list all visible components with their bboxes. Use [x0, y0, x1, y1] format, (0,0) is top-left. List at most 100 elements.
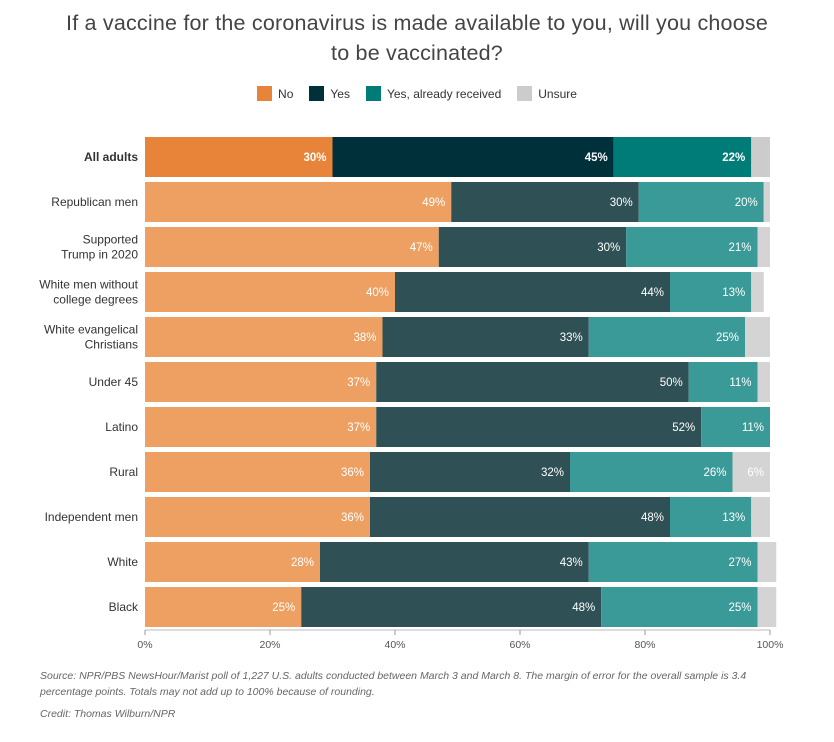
bar-rural-unsure [732, 452, 770, 492]
bar-label-independent-men-yes-already-received: 13% [722, 512, 745, 524]
bar-label-all-adults-yes: 45% [585, 152, 608, 164]
chart-title: If a vaccine for the coronavirus is made… [0, 8, 834, 68]
bar-label-supported-trump-in-2020-no: 47% [410, 242, 433, 254]
bar-white-yes [320, 542, 589, 582]
category-label-republican-men: Republican men [51, 195, 138, 209]
bar-supported-trump-in-2020-yes [438, 227, 627, 267]
bar-label-republican-men-yes: 30% [610, 197, 633, 209]
legend-item-no: No [257, 86, 293, 101]
legend-label-yes: Yes [330, 86, 350, 101]
category-label-latino: Latino [105, 420, 138, 434]
bar-label-republican-men-no: 49% [422, 197, 445, 209]
legend-label-already-received: Yes, already received [386, 86, 502, 101]
bar-label-rural-yes: 32% [541, 467, 564, 479]
bar-rural-yes-already-received [570, 452, 733, 492]
bar-latino-no [145, 407, 377, 447]
bar-label-all-adults-no: 30% [303, 152, 326, 164]
bar-all-adults-unsure [751, 137, 770, 177]
bar-label-white-yes: 43% [560, 557, 583, 569]
legend-label-no: No [278, 86, 294, 101]
bar-white-evangelical-christians-no [145, 317, 383, 357]
bar-rural-yes [370, 452, 570, 492]
x-tick-label-80: 80% [634, 639, 655, 650]
bar-black-yes [301, 587, 602, 627]
bar-label-white-men-without-college-degrees-no: 40% [366, 287, 389, 299]
x-tick-label-0: 0% [137, 639, 152, 650]
bar-label-white-men-without-college-degrees-yes: 44% [641, 287, 664, 299]
source-note: Source: NPR/PBS NewsHour/Marist poll of … [40, 670, 747, 698]
bar-label-rural-yes-already-received: 26% [703, 467, 726, 479]
x-tick-label-40: 40% [384, 639, 405, 650]
category-label-all-adults: All adults [84, 150, 138, 164]
bar-label-white-men-without-college-degrees-yes-already-received: 13% [722, 287, 745, 299]
bar-latino-yes-already-received [701, 407, 770, 447]
category-label-rural: Rural [109, 465, 138, 479]
bar-white-men-without-college-degrees-yes [395, 272, 670, 312]
chart-title-line1: If a vaccine for the coronavirus is made… [66, 11, 768, 35]
bar-label-white-yes-already-received: 27% [728, 557, 751, 569]
bar-white-no [145, 542, 320, 582]
bar-rural-no [145, 452, 370, 492]
bar-under-45-unsure [757, 362, 770, 402]
bar-white-men-without-college-degrees-unsure [751, 272, 764, 312]
category-label-under-45: Under 45 [89, 375, 139, 389]
bar-label-supported-trump-in-2020-yes: 30% [597, 242, 620, 254]
legend-item-unsure: Unsure [517, 86, 577, 101]
bar-under-45-yes [376, 362, 689, 402]
bar-white-unsure [757, 542, 777, 582]
bar-label-latino-yes-already-received: 11% [742, 422, 764, 434]
legend-swatch-already-received [365, 86, 381, 101]
category-label-supported-trump-in-2020: Supported Trump in 2020 [61, 233, 138, 262]
bar-label-white-no: 28% [291, 557, 314, 569]
legend-swatch-yes [309, 86, 325, 101]
bar-label-under-45-no: 37% [347, 377, 370, 389]
bar-white-evangelical-christians-unsure [745, 317, 770, 357]
bar-white-evangelical-christians-yes [382, 317, 589, 357]
bar-label-under-45-yes-already-received: 11% [729, 377, 751, 389]
bar-republican-men-unsure [763, 182, 770, 222]
bar-white-men-without-college-degrees-yes-already-received [670, 272, 752, 312]
bar-under-45-no [145, 362, 377, 402]
category-label-white: White [107, 555, 138, 569]
x-tick-label-20: 20% [259, 639, 280, 650]
bar-republican-men-yes-already-received [638, 182, 764, 222]
bar-under-45-yes-already-received [688, 362, 758, 402]
bar-label-under-45-yes: 50% [660, 377, 683, 389]
category-label-black: Black [109, 600, 139, 614]
bar-label-white-evangelical-christians-yes-already-received: 25% [716, 332, 739, 344]
legend-item-yes: Yes [309, 86, 350, 101]
bar-label-white-evangelical-christians-yes: 33% [560, 332, 583, 344]
bar-label-black-no: 25% [272, 602, 295, 614]
category-label-independent-men: Independent men [45, 510, 138, 524]
bar-label-black-yes-already-received: 25% [728, 602, 751, 614]
bar-all-adults-yes-already-received [613, 137, 752, 177]
bar-latino-yes [376, 407, 702, 447]
bar-white-men-without-college-degrees-no [145, 272, 395, 312]
bar-label-white-evangelical-christians-no: 38% [353, 332, 376, 344]
legend-swatch-unsure [517, 86, 533, 101]
x-tick-label-100: 100% [757, 639, 784, 650]
bar-label-supported-trump-in-2020-yes-already-received: 21% [728, 242, 751, 254]
legend-item-already-received: Yes, already received [365, 86, 502, 101]
bar-all-adults-no [145, 137, 333, 177]
bar-label-latino-yes: 52% [672, 422, 695, 434]
bar-white-yes-already-received [588, 542, 758, 582]
bar-republican-men-yes [451, 182, 639, 222]
legend: No Yes Yes, already received Unsure [0, 86, 834, 101]
bar-supported-trump-in-2020-no [145, 227, 439, 267]
bar-white-evangelical-christians-yes-already-received [588, 317, 745, 357]
bar-independent-men-no [145, 497, 370, 537]
bar-label-republican-men-yes-already-received: 20% [735, 197, 758, 209]
bar-independent-men-yes [370, 497, 670, 537]
legend-swatch-no [257, 86, 273, 101]
bar-republican-men-no [145, 182, 452, 222]
credit-note: Credit: Thomas Wilburn/NPR [40, 708, 176, 720]
bar-label-independent-men-yes: 48% [641, 512, 664, 524]
stacked-bar-chart: All adults 30% 45% 22% Republican men 49% 30% 2… [39, 137, 784, 650]
bar-independent-men-unsure [751, 497, 770, 537]
category-label-white-evangelical-christians: White evangelical Christians [44, 323, 138, 352]
bar-all-adults-yes [332, 137, 614, 177]
bar-independent-men-yes-already-received [670, 497, 752, 537]
bar-label-black-yes: 48% [572, 602, 595, 614]
bar-black-no [145, 587, 302, 627]
